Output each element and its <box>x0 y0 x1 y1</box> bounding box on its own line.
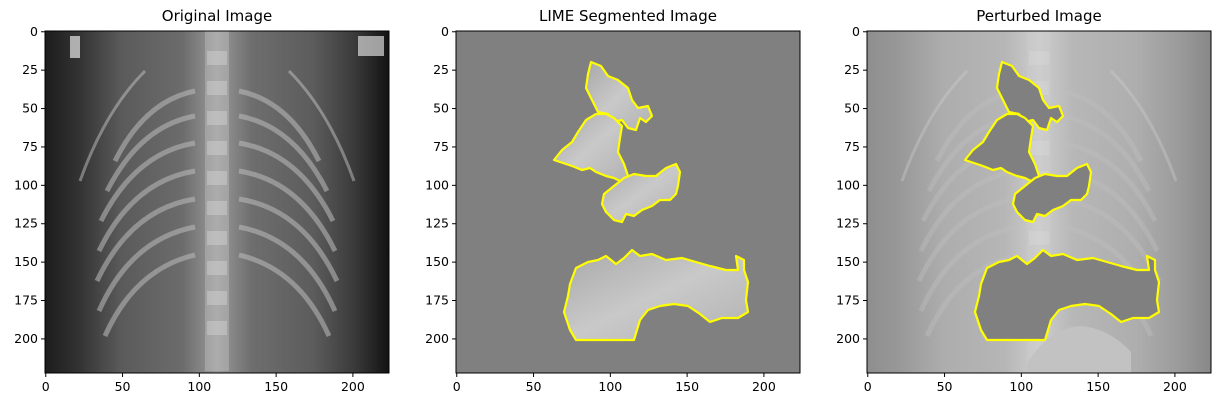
y-tick-label: 125 <box>836 216 860 231</box>
y-tick-label: 100 <box>425 177 449 192</box>
y-tick-label: 150 <box>425 254 449 269</box>
axes-frame-original <box>44 30 390 374</box>
x-tick-label: 150 <box>1086 379 1110 394</box>
y-tick-label: 125 <box>14 216 38 231</box>
y-tick-label: 75 <box>433 139 449 154</box>
ticks-segmented: 0 50 100 150 200 0 25 50 75 100 125 150 175 200 <box>425 24 776 394</box>
y-tick-label: 50 <box>22 101 38 116</box>
x-tick-label: 200 <box>752 379 776 394</box>
y-tick-label: 150 <box>836 254 860 269</box>
y-tick-label: 75 <box>22 139 38 154</box>
x-tick-label: 200 <box>341 379 365 394</box>
panel-perturbed: 0 50 100 150 200 0 25 50 75 100 125 150 175 200 <box>836 24 1212 394</box>
xray-image-original <box>45 31 389 373</box>
x-tick-label: 100 <box>1009 379 1033 394</box>
segmented-image <box>456 31 800 373</box>
panel-title-original: Original Image <box>161 7 273 25</box>
y-tick-label: 125 <box>425 216 449 231</box>
x-tick-label: 0 <box>42 379 50 394</box>
ticks-perturbed: 0 50 100 150 200 0 25 50 75 100 125 150 175 200 <box>836 24 1187 394</box>
y-tick-label: 100 <box>836 177 860 192</box>
y-tick-label: 0 <box>441 24 449 39</box>
y-tick-label: 50 <box>433 101 449 116</box>
x-tick-label: 200 <box>1163 379 1187 394</box>
x-tick-label: 100 <box>187 379 211 394</box>
x-tick-label: 100 <box>598 379 622 394</box>
y-tick-label: 0 <box>30 24 38 39</box>
y-tick-label: 175 <box>425 293 449 308</box>
x-tick-label: 0 <box>864 379 872 394</box>
perturbed-image <box>867 31 1211 373</box>
panel-segmented: 0 50 100 150 200 0 25 50 75 100 125 150 175 200 <box>425 24 801 394</box>
axes-frame-segmented <box>455 30 801 374</box>
y-tick-label: 175 <box>836 293 860 308</box>
x-tick-label: 50 <box>526 379 542 394</box>
x-tick-label: 150 <box>264 379 288 394</box>
x-tick-label: 50 <box>115 379 131 394</box>
x-tick-label: 150 <box>675 379 699 394</box>
y-tick-label: 25 <box>22 62 38 77</box>
y-tick-label: 50 <box>844 101 860 116</box>
panel-original: 0 50 100 150 200 0 25 50 75 100 125 150 175 200 <box>14 24 390 394</box>
ticks-original: 0 50 100 150 200 0 25 50 75 100 125 150 175 200 <box>14 24 365 394</box>
panel-title-segmented: LIME Segmented Image <box>539 7 717 25</box>
x-tick-label: 0 <box>453 379 461 394</box>
y-tick-label: 0 <box>852 24 860 39</box>
y-tick-label: 200 <box>14 331 38 346</box>
x-tick-label: 50 <box>937 379 953 394</box>
axes-frame-perturbed <box>866 30 1212 374</box>
y-tick-label: 25 <box>844 62 860 77</box>
y-tick-label: 175 <box>14 293 38 308</box>
y-tick-label: 200 <box>425 331 449 346</box>
y-tick-label: 100 <box>14 177 38 192</box>
y-tick-label: 150 <box>14 254 38 269</box>
y-tick-label: 25 <box>433 62 449 77</box>
panel-title-perturbed: Perturbed Image <box>976 7 1102 25</box>
y-tick-label: 200 <box>836 331 860 346</box>
y-tick-label: 75 <box>844 139 860 154</box>
